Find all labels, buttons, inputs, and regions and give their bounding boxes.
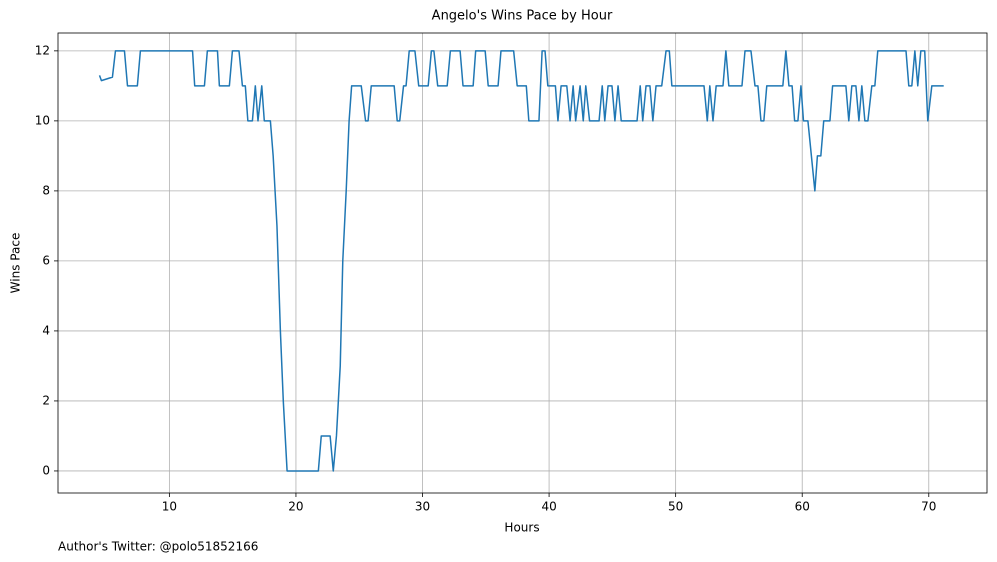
y-axis-label: Wins Pace (9, 233, 23, 294)
data-line (98, 50, 944, 472)
y-tick-label: 6 (42, 253, 50, 267)
x-tick-label: 30 (415, 500, 430, 514)
x-axis-label: Hours (504, 521, 539, 535)
y-tick-label: 8 (42, 183, 50, 197)
annotation: Author's Twitter: @polo51852166 (58, 540, 258, 554)
x-tick-label: 70 (921, 500, 936, 514)
chart-title: Angelo's Wins Pace by Hour (432, 9, 613, 24)
y-tick-label: 12 (35, 43, 50, 57)
y-tick-label: 2 (42, 393, 50, 407)
y-tick-label: 10 (35, 113, 50, 127)
x-tick-label: 10 (162, 500, 177, 514)
y-tick-label: 4 (42, 323, 50, 337)
plot-frame (57, 32, 988, 494)
x-tick-label: 50 (668, 500, 683, 514)
x-tick-label: 20 (288, 500, 303, 514)
y-tick-label: 0 (42, 463, 50, 477)
x-tick-label: 40 (541, 500, 556, 514)
x-tick-label: 60 (795, 500, 810, 514)
